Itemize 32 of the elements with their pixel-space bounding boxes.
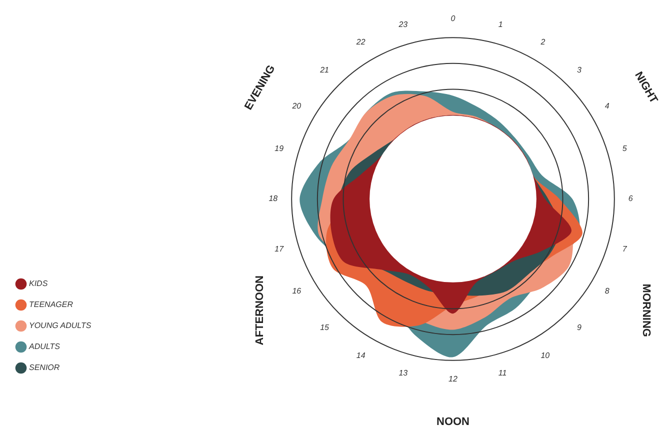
legend-label: SENIOR xyxy=(29,363,60,372)
spoke-label: 1 xyxy=(498,20,503,29)
spoke-label: 19 xyxy=(274,144,284,154)
spoke-label: 11 xyxy=(498,368,507,378)
spoke-label: 14 xyxy=(356,350,366,360)
spoke-label: 22 xyxy=(355,38,366,47)
spoke-label: 8 xyxy=(604,286,610,296)
legend-label: YOUNG ADULTS xyxy=(29,321,92,330)
spoke-label: 21 xyxy=(319,65,329,74)
spoke-label: 17 xyxy=(274,244,284,254)
text: AFTERNOON xyxy=(254,275,266,346)
spoke-label: 9 xyxy=(577,323,582,332)
spoke-label: 20 xyxy=(291,102,302,111)
spoke-label: 6 xyxy=(628,194,634,204)
legend-label: TEENAGER xyxy=(29,300,74,310)
spoke-label: 13 xyxy=(398,368,408,378)
spoke-label: 12 xyxy=(448,374,458,384)
spoke-label: 15 xyxy=(320,323,330,332)
spoke-label: 18 xyxy=(268,194,278,204)
spoke-label: 23 xyxy=(398,20,408,29)
spoke-label: 10 xyxy=(540,350,550,360)
spoke-label: 2 xyxy=(540,38,546,47)
spoke-label: 4 xyxy=(604,102,610,111)
spoke-label: 3 xyxy=(577,65,582,74)
spoke-label: 7 xyxy=(622,244,628,254)
spoke-label: 0 xyxy=(450,14,456,24)
legend-label: KIDS xyxy=(29,279,48,288)
text: NOON xyxy=(436,416,470,428)
spoke-label: 16 xyxy=(292,286,302,296)
legend-label: ADULTS xyxy=(28,342,61,352)
text: MORNING xyxy=(640,284,652,337)
spoke-label: 5 xyxy=(622,144,628,154)
